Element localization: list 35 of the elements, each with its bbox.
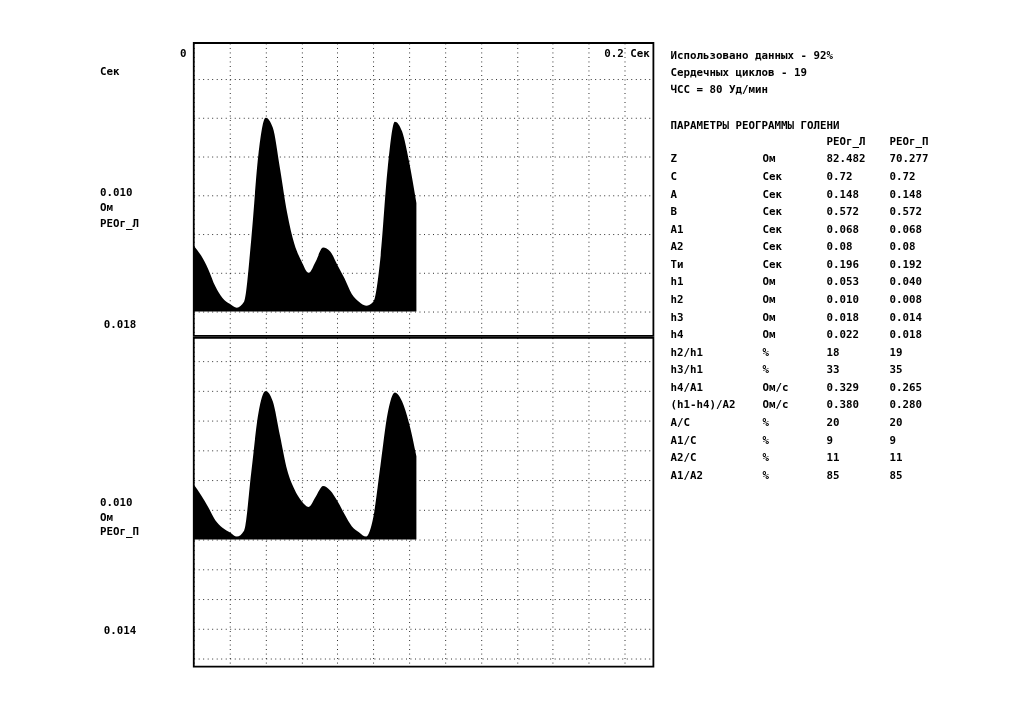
text: 0.014 [103,624,137,638]
text: h3/h1 % 33 35 [670,363,903,377]
text: РЕОг_Л [100,216,140,230]
text: Z Ом 82.482 70.277 [670,152,929,166]
text: Сердечных циклов - 19 [670,66,808,80]
text: 0 [180,47,187,61]
text: Ом [100,200,114,214]
text: 0.010 [100,186,133,200]
text: ПАРАМЕТРЫ РЕОГРАММЫ ГОЛЕНИ [670,118,840,132]
text: C Сек 0.72 0.72 [670,170,916,184]
text: РЕОг_Л РЕОг_П [826,134,929,148]
text: Ом [100,510,114,524]
text: h3 Ом 0.018 0.014 [670,310,923,324]
text: h2/h1 % 18 19 [670,345,903,359]
text: РЕОг_П [100,525,140,539]
text: A1 Сек 0.068 0.068 [670,222,923,236]
text: A/C % 20 20 [670,416,903,430]
text: 0.010 [100,496,133,510]
text: 0.018 [103,317,137,331]
text: h2 Ом 0.010 0.008 [670,293,923,307]
text: Сек [100,65,121,79]
text: A2/C % 11 11 [670,451,903,465]
text: 0.2 Сек [604,47,651,61]
text: A1/C % 9 9 [670,433,897,447]
text: A Сек 0.148 0.148 [670,187,923,201]
text: h1 Ом 0.053 0.040 [670,275,923,289]
text: h4 Ом 0.022 0.018 [670,328,923,342]
text: Использовано данных - 92% [670,49,834,63]
text: ЧСС = 80 Уд/мин [670,83,769,97]
text: A1/A2 % 85 85 [670,468,903,482]
text: Ти Сек 0.196 0.192 [670,257,923,271]
text: h4/A1 Ом/с 0.329 0.265 [670,380,923,394]
text: (h1-h4)/A2 Ом/с 0.380 0.280 [670,398,923,412]
text: B Сек 0.572 0.572 [670,205,923,219]
text: A2 Сек 0.08 0.08 [670,240,916,254]
